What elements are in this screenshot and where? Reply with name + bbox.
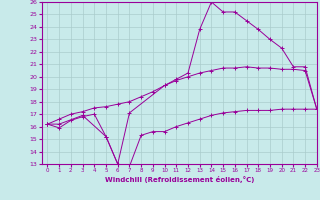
X-axis label: Windchill (Refroidissement éolien,°C): Windchill (Refroidissement éolien,°C) <box>105 176 254 183</box>
